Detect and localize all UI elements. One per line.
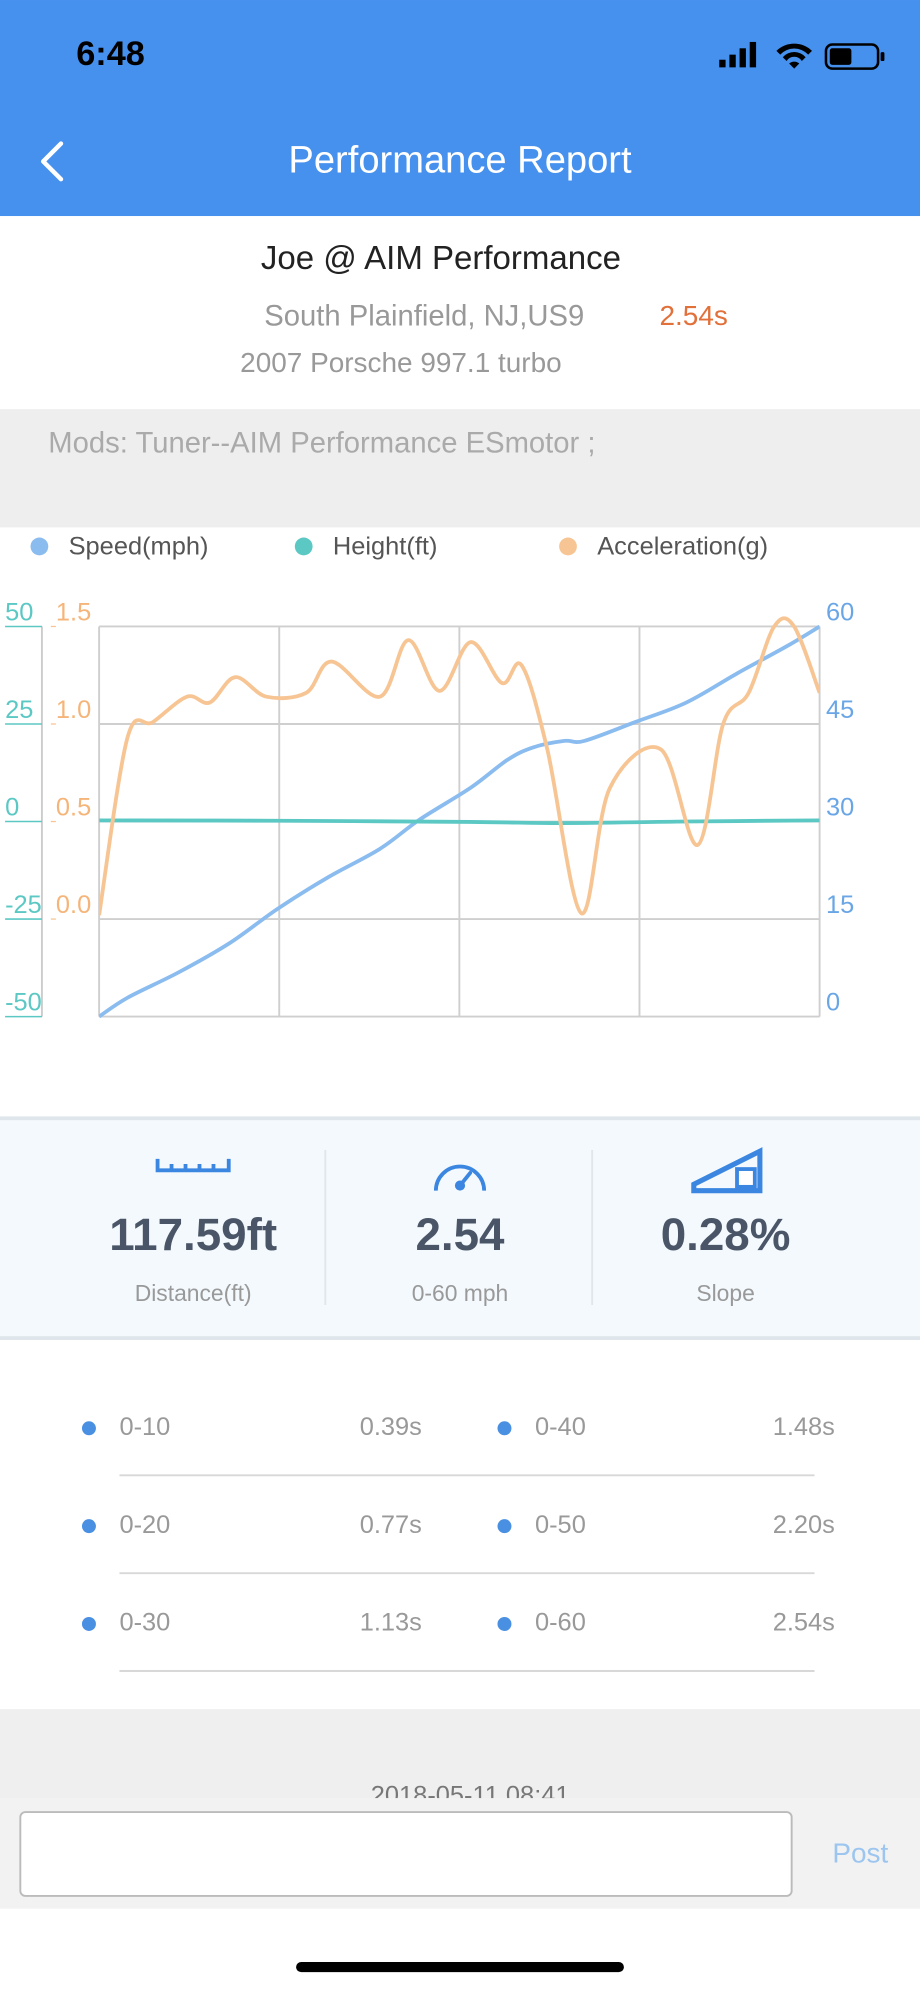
y2-tick-label: 0 [826,989,840,1017]
split-range: 0-30 [119,1609,170,1637]
split-dot [497,1421,512,1436]
series-line [99,818,820,825]
post-button[interactable]: Post [832,1838,888,1869]
home-area [0,1908,920,1992]
split-range: 0-60 [535,1609,586,1637]
legend-label: Acceleration(g) [597,532,768,560]
split-dot [81,1421,96,1436]
stat-label: Distance(ft) [135,1280,252,1306]
header-time: 2.54s [660,300,728,331]
mods-band [0,409,920,528]
split-time: 2.20s [773,1511,835,1539]
y-tick-label: 0 [5,794,19,822]
split-dot [81,1617,96,1631]
location: South Plainfield, NJ,US9 [264,300,584,332]
split-range: 0-50 [535,1511,586,1539]
chart: Speed(mph) Height(ft) Acceleration(g) 60 45 3… [5,532,854,1019]
slope-icon [691,1147,763,1194]
split-dot [497,1617,512,1631]
split-time: 1.13s [360,1609,422,1637]
gauge-icon [433,1164,487,1191]
nav-title: Performance Report [288,139,632,182]
nav-bar [0,0,920,217]
mods: Mods: Tuner--AIM Performance ESmotor ; [48,427,595,459]
y-tick-label: -25 [5,891,42,919]
y3-tick-label: 1.5 [56,598,91,626]
car: 2007 Porsche 997.1 turbo [240,347,562,378]
y2-tick-label: 45 [826,696,854,724]
y2-tick-label: 30 [826,794,854,822]
split-time: 0.77s [360,1511,422,1539]
status-time: 6:48 [76,35,145,73]
y3-tick-label: 0.0 [56,891,91,919]
y2-tick-label: 15 [826,891,854,919]
split-range: 0-20 [119,1511,170,1539]
y3-tick-label: 1.0 [56,696,91,724]
y3-tick-label: 0.5 [56,794,91,822]
y-tick-label: 25 [5,696,33,724]
stat-label: 0-60 mph [412,1280,509,1306]
split-time: 0.39s [360,1413,422,1441]
home-indicator [296,1962,624,1973]
split-range: 0-10 [119,1413,170,1441]
split-time: 1.48s [773,1413,835,1441]
legend-marker [30,537,49,556]
series-line [99,616,820,916]
legend-label: Speed(mph) [69,532,209,560]
comment-input[interactable] [19,1811,793,1897]
series-line [99,624,820,1019]
split-time: 2.54s [773,1609,835,1637]
split-dot [81,1519,96,1534]
y2-tick-label: 60 [826,598,854,626]
stat-value: 2.54 [415,1209,505,1260]
y-tick-label: 50 [5,598,33,626]
y-tick-label: -50 [5,989,42,1017]
status-icons [719,41,885,70]
back-button[interactable] [40,141,64,182]
user-name: Joe @ AIM Performance [261,239,621,276]
legend-marker [294,537,313,556]
split-dot [497,1519,512,1534]
legend-label: Height(ft) [333,532,437,560]
stat-value: 0.28% [661,1209,791,1260]
stat-value: 117.59ft [109,1209,277,1260]
legend-marker [559,537,577,556]
ruler-icon [155,1158,231,1173]
split-range: 0-40 [535,1413,586,1441]
stats-panel [0,1118,920,1339]
stat-label: Slope [696,1280,754,1306]
